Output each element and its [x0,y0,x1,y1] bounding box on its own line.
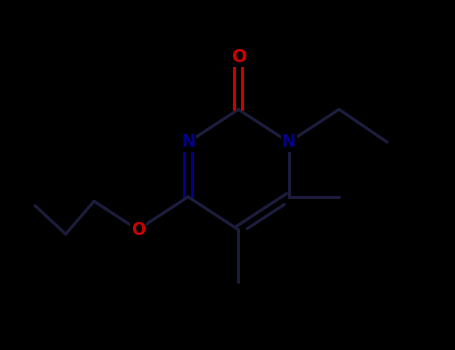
Text: O: O [131,221,145,239]
Text: N: N [282,133,296,151]
Text: O: O [231,48,246,66]
Text: N: N [181,133,195,151]
